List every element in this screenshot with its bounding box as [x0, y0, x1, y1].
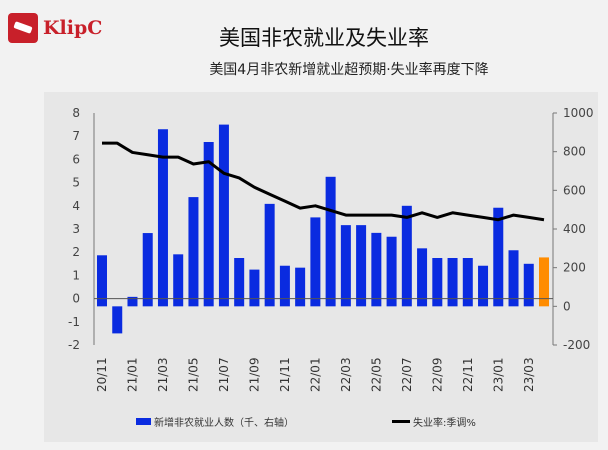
x-tick-label: 20/11	[95, 357, 109, 392]
logo-icon	[8, 13, 38, 43]
bar-21/09	[249, 269, 260, 307]
right-tick-label: 200	[563, 261, 586, 275]
x-tick-label: 21/05	[186, 357, 200, 392]
chart-title: 美国非农就业及失业率	[219, 26, 429, 50]
bar-23/01	[493, 207, 504, 307]
legend-line-swatch	[392, 420, 410, 423]
bar-22/11	[462, 258, 473, 307]
bar-21/05	[188, 197, 199, 307]
bar-21/02	[142, 233, 153, 307]
left-tick-label: -2	[68, 338, 80, 352]
chart-panel	[44, 92, 598, 442]
x-tick-label: 21/01	[125, 357, 139, 392]
legend-bar-swatch	[136, 418, 151, 425]
x-tick-label: 22/01	[308, 357, 322, 392]
bar-22/10	[447, 258, 458, 307]
bar-22/12	[478, 265, 489, 307]
bar-23/04	[539, 257, 549, 307]
bar-23/03	[523, 263, 534, 307]
right-tick-label: -200	[563, 338, 590, 352]
bar-22/06	[386, 236, 397, 307]
bar-22/05	[371, 232, 382, 307]
left-tick-label: 7	[72, 129, 80, 143]
left-tick-label: 5	[72, 176, 80, 190]
bar-20/12	[112, 306, 123, 334]
bar-23/02	[508, 250, 519, 307]
left-tick-label: 3	[72, 222, 80, 236]
unemployment-line	[102, 141, 545, 222]
legend-line: 失业率:季调%	[392, 414, 476, 429]
right-tick-label: 0	[563, 299, 571, 313]
left-tick-label: 0	[72, 292, 80, 306]
bar-21/12	[295, 267, 306, 307]
right-tick-label: 600	[563, 183, 586, 197]
bar-21/03	[157, 129, 168, 307]
bar-22/09	[432, 258, 443, 307]
left-tick-label: 1	[72, 268, 80, 282]
left-tick-label: 6	[72, 152, 80, 166]
bar-22/04	[356, 225, 367, 307]
legend-bar-label: 新增非农就业人数（千、右轴）	[154, 418, 294, 429]
x-tick-label: 22/11	[461, 357, 475, 392]
bar-22/08	[417, 248, 428, 307]
bar-21/06	[203, 142, 214, 307]
left-tick-label: 2	[72, 245, 80, 259]
bar-22/01	[310, 217, 321, 307]
bar-21/10	[264, 203, 275, 307]
x-tick-label: 21/11	[278, 357, 292, 392]
x-tick-label: 22/07	[400, 357, 414, 392]
logo-text: KlipC	[43, 17, 103, 39]
bar-21/07	[218, 124, 229, 307]
legend-line-label: 失业率:季调%	[413, 418, 476, 429]
bar-21/04	[173, 254, 184, 307]
x-tick-label: 22/05	[369, 357, 383, 392]
x-tick-label: 22/09	[430, 357, 444, 392]
bar-22/03	[340, 225, 351, 307]
bar-22/02	[325, 176, 336, 307]
right-tick-label: 1000	[563, 106, 594, 120]
bar-21/08	[234, 258, 245, 307]
x-tick-label: 21/09	[247, 357, 261, 392]
x-tick-label: 23/01	[491, 357, 505, 392]
x-tick-label: 22/03	[339, 357, 353, 392]
x-tick-label: 23/03	[522, 357, 536, 392]
bar-22/07	[401, 205, 412, 307]
left-tick-label: -1	[68, 315, 80, 329]
right-tick-label: 400	[563, 222, 586, 236]
bar-20/11	[97, 255, 107, 307]
x-tick-label: 21/03	[156, 357, 170, 392]
chart-subtitle: 美国4月非农新增就业超预期·失业率再度下降	[209, 62, 489, 78]
bar-21/01	[127, 296, 138, 307]
left-tick-label: 4	[72, 199, 80, 213]
klipc-logo: KlipC	[8, 13, 102, 43]
right-tick-label: 800	[563, 145, 586, 159]
bar-21/11	[279, 265, 290, 307]
left-tick-label: 8	[72, 106, 80, 120]
legend-bar: 新增非农就业人数（千、右轴）	[136, 414, 294, 429]
x-tick-label: 21/07	[217, 357, 231, 392]
